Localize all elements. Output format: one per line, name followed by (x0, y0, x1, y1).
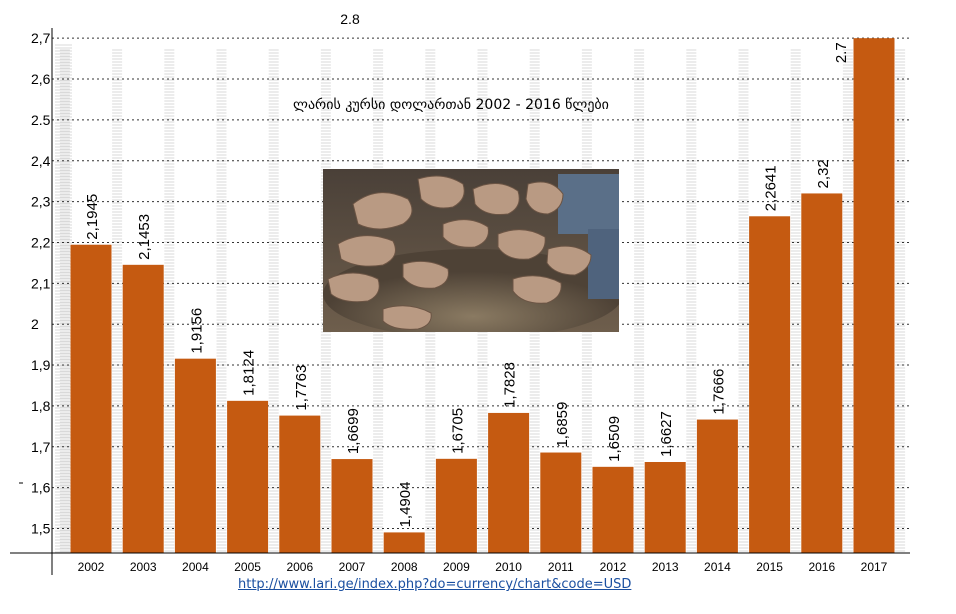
x-tick-label: 2009 (443, 560, 470, 574)
bar (696, 419, 738, 553)
bars-layer: 2,1945 2,1453 1,9156 1,8124 1,7763 1,6699 1,49… (70, 38, 895, 554)
bar-value-label: 2,2641 (763, 165, 780, 211)
axis-layer: 2,7 2,6 2.5 2,4 2,3 2,2 2,1 2 1,9 1,8 1,7 1,6 1,5 200… (10, 28, 910, 575)
bar (540, 452, 582, 553)
bar (853, 38, 895, 553)
source-link[interactable]: http://www.lari.ge/index.php?do=currency… (238, 577, 632, 592)
bar (279, 415, 321, 553)
x-tick-label: 2006 (286, 560, 313, 574)
y-tick-label: 2,1 (31, 275, 51, 291)
y-tick-label: 1,5 (31, 520, 51, 536)
bar (227, 400, 269, 553)
bar (383, 532, 425, 553)
bar (592, 466, 634, 553)
x-tick-label: 2007 (339, 560, 366, 574)
y-tick-label: 2 (31, 316, 39, 332)
x-tick-label: 2010 (495, 560, 522, 574)
bar (749, 216, 791, 553)
bar (70, 244, 112, 554)
x-tick-label: 2008 (391, 560, 418, 574)
bar-value-label: 1,6627 (658, 411, 675, 457)
outstretched-hands-photo (323, 169, 619, 332)
x-tick-label: 2014 (704, 560, 731, 574)
bar-value-label: 2.7 (833, 42, 850, 63)
x-tick-label: 2012 (600, 560, 627, 574)
x-tick-label: 2011 (548, 560, 574, 574)
x-tick-label: 2004 (182, 560, 209, 574)
y-tick-label: 1,8 (31, 398, 51, 414)
bar-value-label: 1,7666 (710, 369, 727, 415)
y-tick-label: 2.5 (31, 112, 51, 128)
y-tick-label: 1,9 (31, 357, 51, 373)
x-tick-label: 2016 (808, 560, 835, 574)
y-tick-label: 2,4 (31, 153, 51, 169)
bar-value-label: 1,6705 (449, 408, 466, 454)
bar-value-label: 2,1945 (84, 194, 101, 240)
bar (435, 458, 477, 553)
bar (644, 462, 686, 553)
x-tick-label: 2015 (756, 560, 783, 574)
y-tick-label: 2,7 (31, 30, 51, 46)
x-tick-label: 2017 (861, 560, 888, 574)
top-annotation: 2.8 (340, 11, 360, 27)
bar (331, 459, 373, 553)
bar (174, 358, 216, 553)
y-tick-label: 2,2 (31, 234, 51, 250)
x-tick-label: 2005 (234, 560, 261, 574)
bar-value-label: 1,4904 (397, 482, 414, 528)
y-tick-label: 1,7 (31, 439, 51, 455)
bar-value-label: 2,32 (815, 159, 832, 188)
bar (488, 412, 530, 553)
bar (122, 264, 164, 553)
bar-value-label: 1,6859 (554, 402, 571, 448)
x-tick-label: 2002 (78, 560, 105, 574)
y-tick-label: 2,3 (31, 194, 51, 210)
bar (801, 193, 843, 553)
bar-value-label: 1,7828 (502, 362, 519, 408)
bar-value-label: 1,7763 (293, 365, 310, 411)
bar-value-label: 1,9156 (188, 308, 205, 354)
y-tick-label: 2,6 (31, 71, 51, 87)
x-tick-label: 2003 (130, 560, 157, 574)
chart-title: ლარის კურსი დოლართან 2002 - 2016 წლები (293, 96, 609, 113)
bar-value-label: 1,8124 (241, 350, 258, 396)
bar-value-label: 1,6699 (345, 408, 362, 454)
bar-value-label: 2,1453 (136, 214, 153, 260)
x-tick-label: 2013 (652, 560, 679, 574)
bar-value-label: 1,6509 (606, 416, 623, 462)
y-tick-label: 1,6 (31, 480, 51, 496)
